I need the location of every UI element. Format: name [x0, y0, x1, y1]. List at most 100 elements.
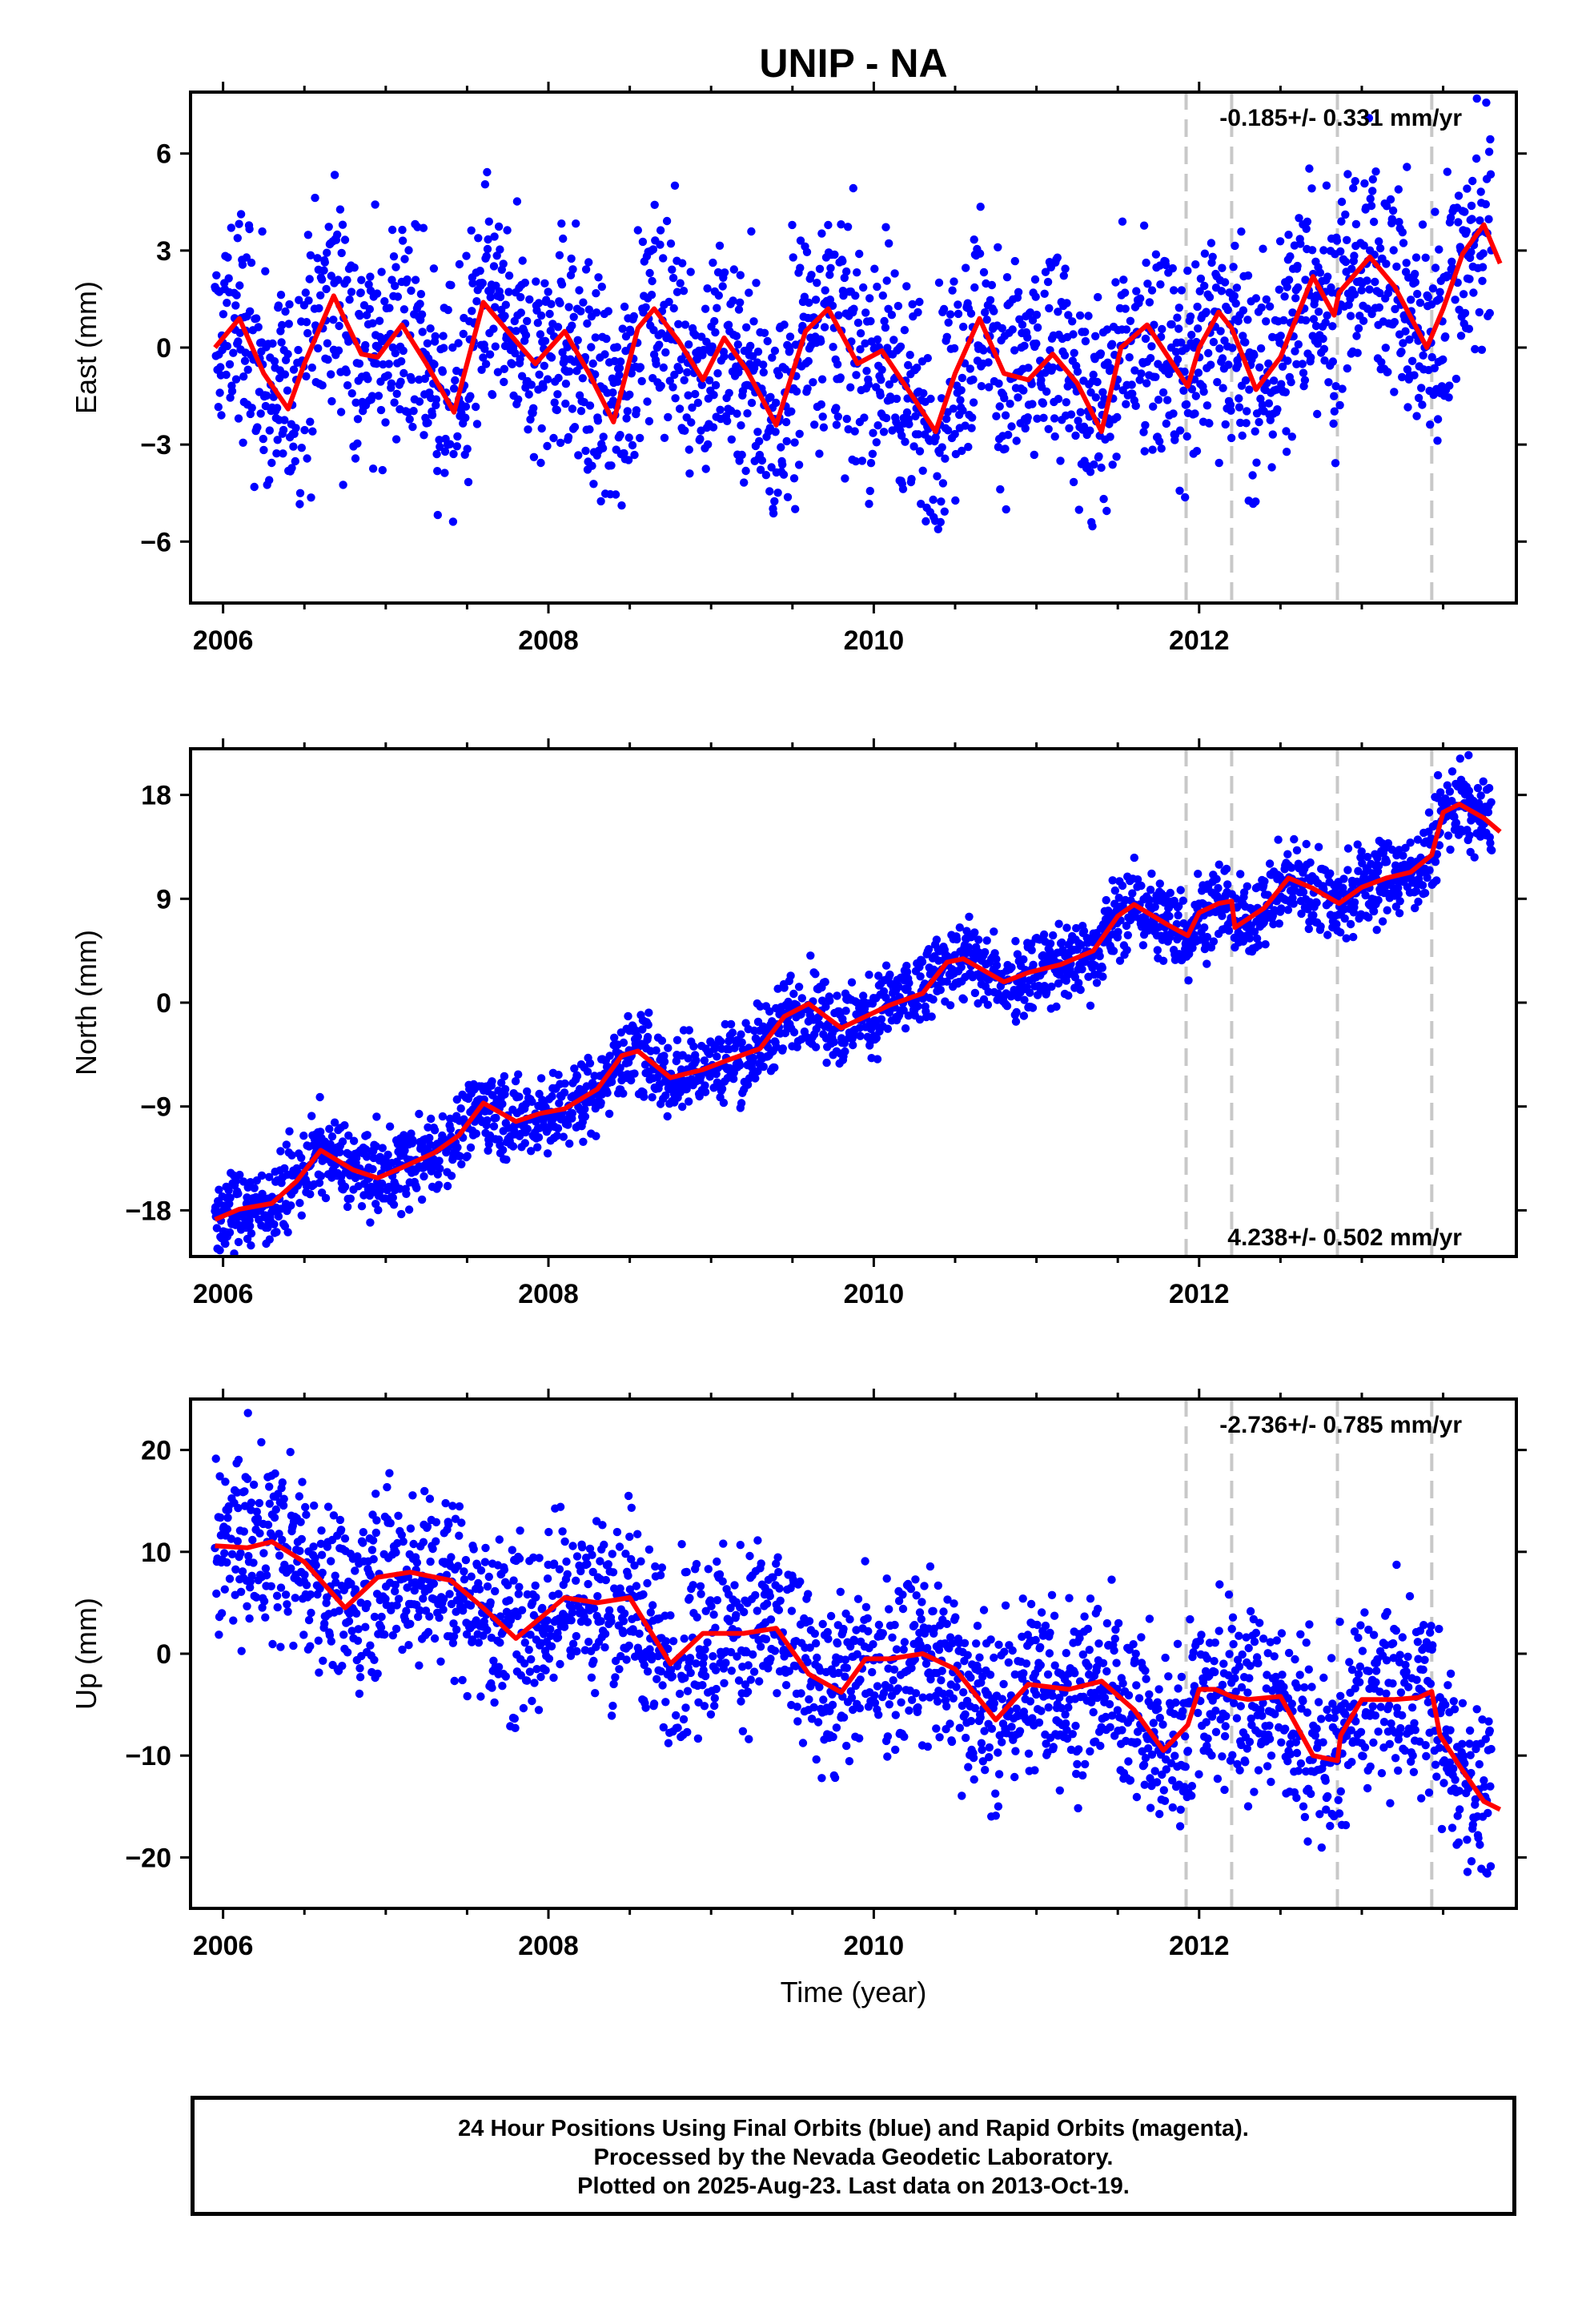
- east-point: [790, 438, 799, 447]
- east-point: [1202, 308, 1211, 316]
- east-point: [464, 477, 473, 487]
- north-point: [1215, 860, 1223, 869]
- east-point: [391, 281, 400, 291]
- east-point: [1403, 163, 1411, 171]
- east-point: [1038, 399, 1048, 408]
- east-point: [783, 493, 793, 501]
- east-point: [303, 454, 311, 463]
- east-point: [679, 287, 689, 296]
- north-point: [498, 1100, 507, 1108]
- east-point: [335, 321, 343, 331]
- east-point: [1315, 268, 1325, 277]
- east-point: [300, 425, 309, 435]
- east-point: [759, 360, 768, 369]
- north-point: [1109, 947, 1118, 955]
- east-point: [1351, 219, 1361, 229]
- north-point: [274, 1212, 283, 1221]
- east-point: [998, 324, 1007, 333]
- east-point: [462, 251, 471, 260]
- north-point: [1194, 870, 1203, 879]
- east-point: [771, 428, 780, 436]
- east-point: [851, 456, 861, 466]
- north-point: [1039, 930, 1049, 939]
- east-point: [729, 296, 737, 305]
- east-point: [516, 308, 525, 317]
- east-point: [216, 363, 225, 372]
- east-point: [636, 363, 645, 372]
- east-point: [660, 433, 669, 442]
- east-point: [1219, 384, 1227, 392]
- east-point: [881, 223, 890, 231]
- up-point: [221, 1478, 230, 1486]
- up-point: [370, 1655, 379, 1664]
- north-point: [1487, 798, 1496, 806]
- east-point: [745, 288, 753, 297]
- east-point: [913, 308, 922, 317]
- east-point: [222, 370, 231, 380]
- north-point: [657, 1036, 667, 1045]
- east-point: [235, 219, 243, 228]
- east-point: [1173, 355, 1182, 364]
- up-point: [327, 1557, 335, 1566]
- east-point: [625, 390, 634, 399]
- north-point: [498, 1145, 508, 1155]
- east-point: [1328, 322, 1337, 331]
- east-point: [697, 380, 706, 389]
- north-point: [652, 1046, 661, 1055]
- east-point: [536, 330, 545, 339]
- east-point: [796, 236, 805, 245]
- north-point: [1110, 886, 1120, 895]
- up-point: [339, 1630, 348, 1639]
- north-point: [1274, 835, 1283, 844]
- east-point: [342, 368, 351, 376]
- east-point: [818, 412, 827, 421]
- north-point: [1306, 858, 1315, 867]
- north-point: [1224, 927, 1234, 935]
- north-point: [1464, 750, 1473, 760]
- north-point: [363, 1131, 371, 1140]
- east-point: [503, 226, 512, 235]
- up-point: [225, 1574, 235, 1583]
- north-point: [430, 1126, 440, 1135]
- east-point: [500, 364, 509, 373]
- east-point: [1410, 371, 1419, 380]
- east-point: [219, 310, 228, 319]
- east-point: [1275, 237, 1285, 246]
- east-point: [890, 269, 899, 278]
- east-point: [1205, 419, 1214, 428]
- east-point: [567, 254, 576, 263]
- north-point: [1114, 927, 1122, 937]
- east-point: [361, 340, 370, 350]
- east-point: [948, 286, 957, 295]
- east-point: [337, 248, 346, 258]
- north-point: [1007, 963, 1016, 972]
- east-point: [440, 447, 450, 456]
- east-point: [1452, 374, 1461, 384]
- east-point: [909, 442, 918, 451]
- east-point: [504, 271, 514, 280]
- east-point: [1476, 187, 1485, 196]
- east-point: [536, 458, 545, 468]
- east-point: [724, 320, 733, 329]
- east-point: [704, 440, 713, 449]
- east-point: [674, 320, 683, 328]
- north-point: [1137, 881, 1146, 891]
- east-point: [1323, 272, 1332, 281]
- east-point: [285, 300, 294, 309]
- up-point: [289, 1641, 298, 1651]
- east-point: [1086, 426, 1094, 435]
- east-point: [1349, 183, 1358, 193]
- east-point: [1332, 236, 1342, 245]
- east-point: [622, 414, 631, 423]
- east-point: [685, 340, 693, 349]
- north-point: [1420, 889, 1430, 898]
- up-point: [229, 1616, 238, 1625]
- north-point: [250, 1184, 259, 1192]
- north-ytick-label-3: 9: [156, 884, 171, 915]
- east-point: [683, 368, 692, 377]
- east-point: [1359, 316, 1368, 325]
- up-point: [223, 1525, 232, 1534]
- north-point: [1122, 946, 1131, 955]
- east-point: [1468, 215, 1476, 223]
